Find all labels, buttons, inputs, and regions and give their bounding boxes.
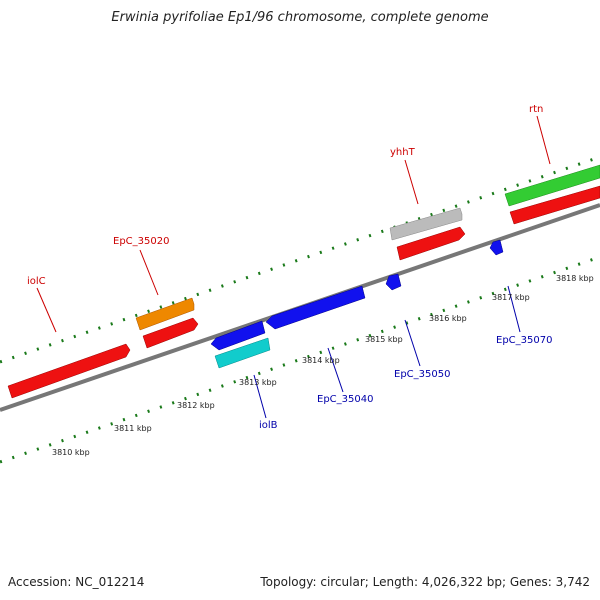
label-iolC: iolC	[27, 276, 46, 287]
scale-label: 3810 kbp	[52, 448, 90, 457]
cds-iolB[interactable]	[214, 337, 271, 369]
cds-red-3[interactable]	[396, 226, 466, 261]
label-EpC_35070: EpC_35070	[496, 335, 552, 346]
scale-label: 3812 kbp	[177, 401, 215, 410]
scale-label: 3811 kbp	[114, 424, 152, 433]
scale-label: 3817 kbp	[492, 293, 530, 302]
cds-blue-1[interactable]	[210, 320, 266, 351]
scale-label: 3818 kbp	[556, 274, 594, 283]
label-EpC_35020: EpC_35020	[113, 236, 169, 247]
cds-EpC_35020-orange[interactable]	[135, 297, 195, 331]
label-yhhT: yhhT	[390, 147, 416, 158]
scale-label: 3813 kbp	[239, 378, 277, 387]
scale-label: 3816 kbp	[429, 314, 467, 323]
cds-yhhT[interactable]	[389, 207, 463, 241]
label-EpC_35040: EpC_35040	[317, 394, 373, 405]
scale-label: 3814 kbp	[302, 356, 340, 365]
upper-tick-track	[0, 155, 600, 364]
cds-iolC[interactable]	[7, 343, 131, 399]
label-EpC_35050: EpC_35050	[394, 369, 450, 380]
cds-rtn[interactable]	[504, 164, 600, 207]
label-iolB: iolB	[259, 420, 278, 431]
cds-EpC_35050[interactable]	[385, 273, 402, 291]
scale-label: 3815 kbp	[365, 335, 403, 344]
cds-EpC_35040[interactable]	[265, 285, 366, 330]
accession-text: Accession: NC_012214	[8, 575, 145, 589]
lower-tick-track	[0, 255, 600, 464]
label-rtn: rtn	[529, 104, 543, 115]
map-title: Erwinia pyrifoliae Ep1/96 chromosome, co…	[111, 10, 489, 25]
cds-red-4[interactable]	[509, 185, 600, 225]
cds-red-2[interactable]	[142, 317, 199, 349]
genome-summary-text: Topology: circular; Length: 4,026,322 bp…	[260, 575, 590, 589]
leader-lines	[36, 115, 551, 419]
cds-EpC_35070[interactable]	[489, 239, 504, 256]
